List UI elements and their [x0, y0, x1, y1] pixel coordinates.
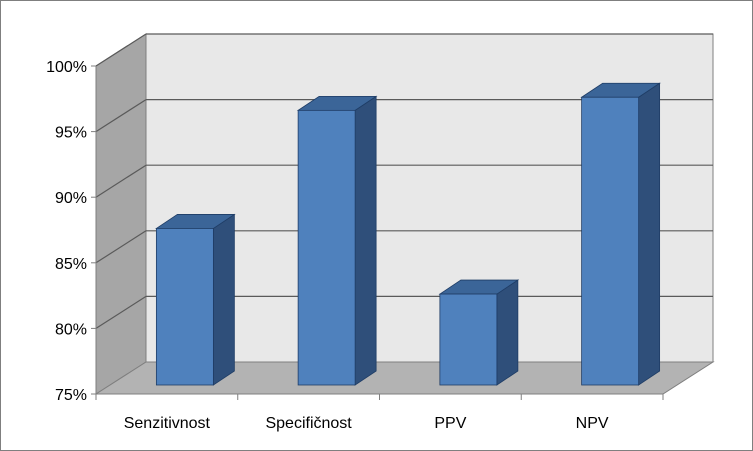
side-wall — [95, 33, 147, 395]
x-category-label: PPV — [434, 415, 466, 432]
gridline-side — [95, 230, 147, 264]
gridline-side — [95, 33, 147, 67]
y-tick-label: 80% — [55, 321, 87, 338]
bar-senzitivnost — [155, 213, 236, 386]
y-tick-label: 90% — [55, 190, 87, 207]
bar-front — [297, 109, 356, 386]
gridline-side — [95, 99, 147, 133]
bar-side — [212, 213, 235, 386]
y-tick-label: 95% — [55, 125, 87, 142]
bar-front — [439, 293, 498, 386]
x-category-label: NPV — [576, 415, 609, 432]
gridline-side — [95, 295, 147, 329]
bar-front — [581, 96, 640, 386]
bar-ppv — [438, 279, 520, 386]
bar-side — [354, 95, 377, 386]
bar-side — [638, 82, 661, 386]
y-tick-label: 75% — [55, 387, 87, 404]
y-tick-label: 100% — [46, 59, 87, 76]
x-category-label: Senzitivnost — [124, 415, 211, 432]
y-tick-label: 85% — [55, 256, 87, 273]
bar-front — [155, 228, 214, 386]
bar-side — [496, 279, 519, 386]
gridline-side — [95, 164, 147, 198]
x-category-label: Specifičnost — [265, 415, 352, 432]
bar-specifi-nost — [296, 95, 378, 386]
bar-npv — [580, 82, 661, 386]
